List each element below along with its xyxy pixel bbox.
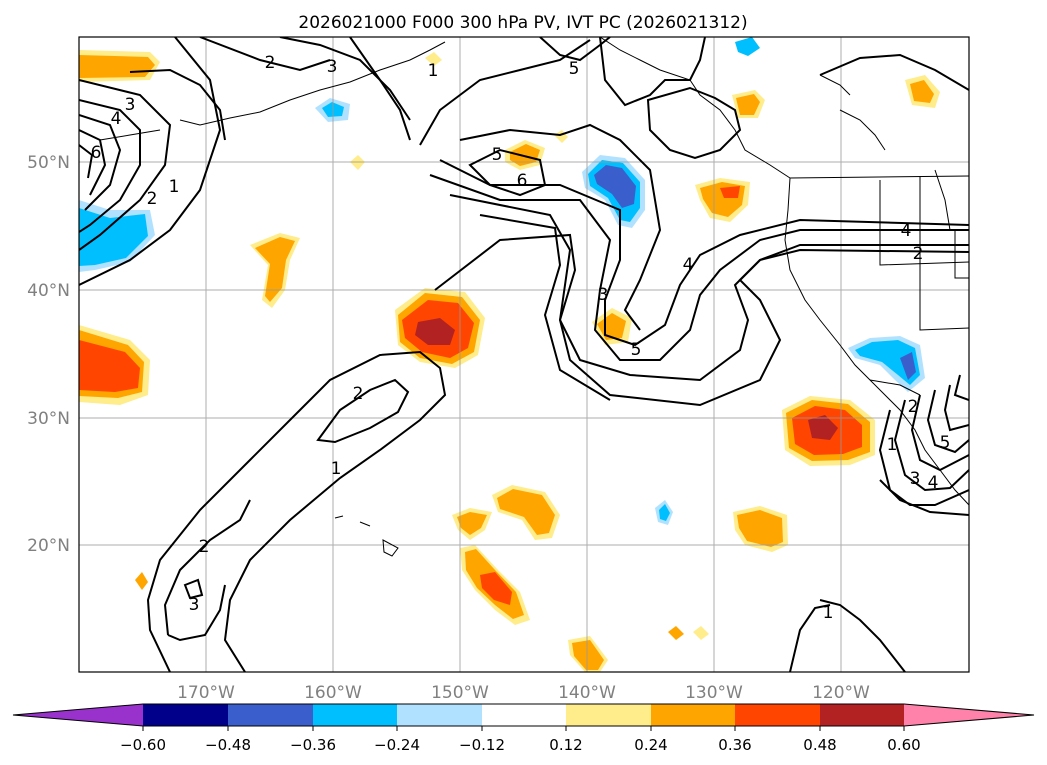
contour-label: 5: [569, 59, 580, 79]
contour-label: 6: [517, 171, 528, 191]
colorbar-tick-labels: −0.60 −0.48 −0.36 −0.24 −0.12 0.12 0.24 …: [120, 736, 921, 754]
longitude-tick-labels: 170°W 160°W 150°W 140°W 130°W 120°W: [177, 683, 870, 703]
colorbar-swatch: [735, 704, 820, 726]
lon-tick-label: 130°W: [685, 683, 743, 703]
contour-label: 5: [492, 145, 503, 165]
contour-label: 2: [353, 384, 364, 404]
contour-label: 6: [91, 143, 102, 163]
contour-label: 2: [199, 537, 210, 557]
colorbar-tick-label: 0.36: [718, 736, 751, 754]
contour-label: 2: [908, 397, 919, 417]
contour-label: 4: [901, 221, 912, 241]
lat-tick-label: 40°N: [27, 281, 70, 301]
contour-label: 5: [631, 340, 642, 360]
contour-label: 2: [913, 244, 924, 264]
contour-label: 4: [111, 109, 122, 129]
colorbar-tick-label: −0.36: [290, 736, 336, 754]
contour-label: 3: [125, 95, 136, 115]
contour-label: 3: [327, 57, 338, 77]
colorbar-swatch: [651, 704, 735, 726]
contour-label: 4: [683, 255, 694, 275]
colorbar-swatch: [820, 704, 904, 726]
colorbar-swatch: [313, 704, 397, 726]
colorbar-swatch: [566, 704, 651, 726]
map-frame: [78, 36, 970, 673]
contour-label: 1: [887, 435, 898, 455]
lon-tick-label: 140°W: [558, 683, 616, 703]
colorbar-tick-label: 0.60: [887, 736, 920, 754]
lon-tick-label: 170°W: [177, 683, 235, 703]
colorbar-swatch: [482, 704, 566, 726]
colorbar-tick-label: 0.48: [803, 736, 836, 754]
colorbar-tick-label: −0.24: [374, 736, 420, 754]
colorbar-ticks: [142, 726, 905, 731]
contour-lines: [79, 37, 969, 672]
colorbar-under-triangle: [13, 704, 143, 726]
contour-label: 2: [147, 189, 158, 209]
lon-tick-label: 160°W: [304, 683, 362, 703]
lat-tick-label: 20°N: [27, 536, 70, 556]
contour-label: 3: [598, 285, 609, 305]
contour-label: 1: [823, 603, 834, 623]
contour-label: 1: [428, 61, 439, 81]
colorbar-tick-label: −0.48: [205, 736, 251, 754]
contour-labels: 2 3 1 5 3 4 6 2 1 5 6 3 5 4 4 2 2 1 2 3 …: [91, 53, 951, 623]
colorbar-over-triangle: [904, 704, 1034, 726]
lat-tick-label: 30°N: [27, 409, 70, 429]
contour-label: 1: [331, 459, 342, 479]
contour-label: 4: [928, 473, 939, 493]
lon-tick-label: 120°W: [812, 683, 870, 703]
colorbar-swatch: [397, 704, 482, 726]
contour-label: 1: [169, 177, 180, 197]
contour-label: 5: [940, 433, 951, 453]
map-area: 2 3 1 5 3 4 6 2 1 5 6 3 5 4 4 2 2 1 2 3 …: [79, 37, 969, 672]
colorbar-swatch: [143, 704, 228, 726]
map-title: 2026021000 F000 300 hPa PV, IVT PC (2026…: [298, 13, 747, 33]
colorbar-swatch: [228, 704, 313, 726]
colorbar-tick-label: −0.12: [459, 736, 505, 754]
shaded-negative-anomalies: [79, 37, 925, 525]
colorbar: −0.60 −0.48 −0.36 −0.24 −0.12 0.12 0.24 …: [12, 703, 1035, 754]
latitude-tick-labels: 50°N 40°N 30°N 20°N: [27, 153, 70, 556]
colorbar-tick-label: −0.60: [120, 736, 166, 754]
contour-label: 2: [265, 53, 276, 73]
colorbar-tick-label: 0.12: [549, 736, 582, 754]
colorbar-tick-label: 0.24: [634, 736, 667, 754]
contour-label: 3: [189, 595, 200, 615]
lat-tick-label: 50°N: [27, 153, 70, 173]
map-gridlines: [79, 37, 969, 672]
contour-label: 3: [910, 469, 921, 489]
lon-tick-label: 150°W: [431, 683, 489, 703]
